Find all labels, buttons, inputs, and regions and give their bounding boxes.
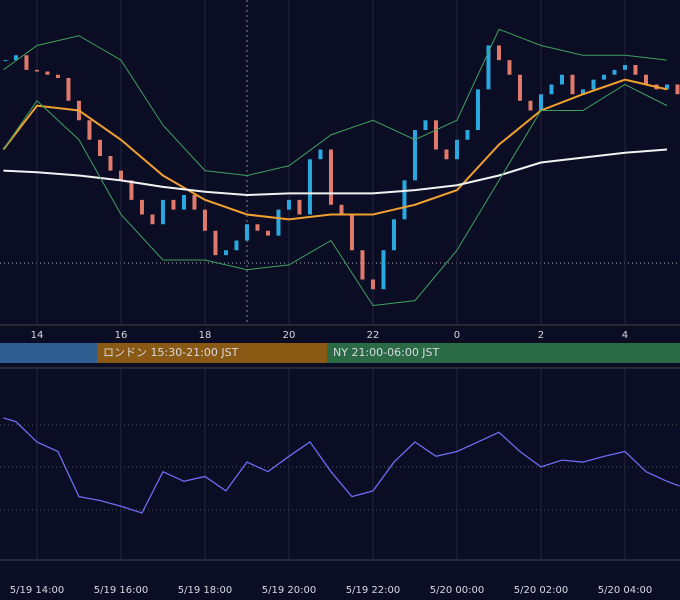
candle	[66, 78, 71, 101]
candle	[45, 71, 50, 75]
candle	[402, 180, 407, 220]
candle	[507, 60, 512, 75]
candle	[339, 204, 344, 215]
candle	[633, 65, 638, 75]
candle	[486, 45, 491, 90]
candle	[570, 74, 575, 95]
x-tick-label: 5/19 14:00	[10, 585, 64, 596]
candle	[3, 60, 8, 62]
candle	[528, 100, 533, 111]
x-tick-label: 20	[283, 330, 296, 341]
candle	[234, 240, 239, 251]
candle	[643, 74, 648, 85]
session-london	[97, 343, 327, 363]
candle	[475, 89, 480, 130]
candle	[307, 159, 312, 215]
candle	[139, 199, 144, 215]
session-ny	[327, 343, 680, 363]
candle	[391, 219, 396, 251]
x-tick-label: 5/20 00:00	[430, 585, 484, 596]
candle	[517, 74, 522, 101]
session-label: ロンドン 15:30-21:00 JST	[103, 346, 239, 359]
candle	[381, 250, 386, 290]
candle	[24, 55, 29, 70]
candle	[465, 130, 470, 140]
candle	[559, 74, 564, 85]
line	[3, 148, 668, 197]
candle	[591, 79, 596, 90]
candle	[87, 120, 92, 140]
candle	[55, 74, 60, 78]
candle	[265, 230, 270, 236]
candle	[580, 89, 585, 95]
x-tick-label: 5/19 16:00	[94, 585, 148, 596]
candle	[118, 170, 123, 181]
candle	[13, 55, 18, 61]
candle	[675, 84, 680, 95]
candle	[423, 120, 428, 130]
x-tick-label: 2	[538, 330, 544, 341]
candle	[318, 149, 323, 160]
candle	[412, 130, 417, 181]
candle	[192, 195, 197, 210]
candle	[129, 180, 134, 200]
candle	[538, 94, 543, 111]
candle	[612, 69, 617, 75]
x-tick-label: 22	[367, 330, 380, 341]
x-tick-label: 5/19 18:00	[178, 585, 232, 596]
session-tokyo	[0, 343, 97, 363]
candle	[255, 224, 260, 231]
candle	[328, 149, 333, 205]
candle	[286, 199, 291, 210]
candle	[349, 214, 354, 251]
candle	[276, 209, 281, 236]
x-tick-label: 16	[115, 330, 128, 341]
candle	[150, 214, 155, 225]
x-tick-label: 5/20 02:00	[514, 585, 568, 596]
x-tick-label: 14	[31, 330, 44, 341]
candle	[202, 209, 207, 231]
candle	[108, 156, 113, 171]
candle	[97, 139, 102, 156]
x-tick-label: 5/20 04:00	[598, 585, 652, 596]
candle	[622, 65, 627, 70]
candle	[223, 250, 228, 256]
x-tick-label: 4	[622, 330, 628, 341]
candle	[34, 69, 39, 72]
x-tick-label: 0	[454, 330, 460, 341]
candle	[601, 74, 606, 80]
candle	[549, 84, 554, 95]
candle	[444, 149, 449, 160]
candle	[213, 230, 218, 256]
candle	[454, 139, 459, 160]
candle	[664, 84, 669, 90]
candle	[244, 224, 249, 241]
line	[2, 78, 668, 221]
candle	[433, 120, 438, 150]
candle	[171, 199, 176, 210]
session-label: NY 21:00-06:00 JST	[333, 346, 440, 359]
x-tick-label: 5/19 22:00	[346, 585, 400, 596]
candle	[496, 45, 501, 61]
line	[3, 28, 668, 177]
candle	[297, 199, 302, 215]
candle	[160, 199, 165, 225]
line	[2, 83, 668, 307]
candle	[181, 195, 186, 210]
x-tick-label: 5/19 20:00	[262, 585, 316, 596]
x-tick-label: 18	[199, 330, 212, 341]
candle	[360, 250, 365, 280]
candle	[370, 279, 375, 290]
line	[3, 417, 680, 514]
